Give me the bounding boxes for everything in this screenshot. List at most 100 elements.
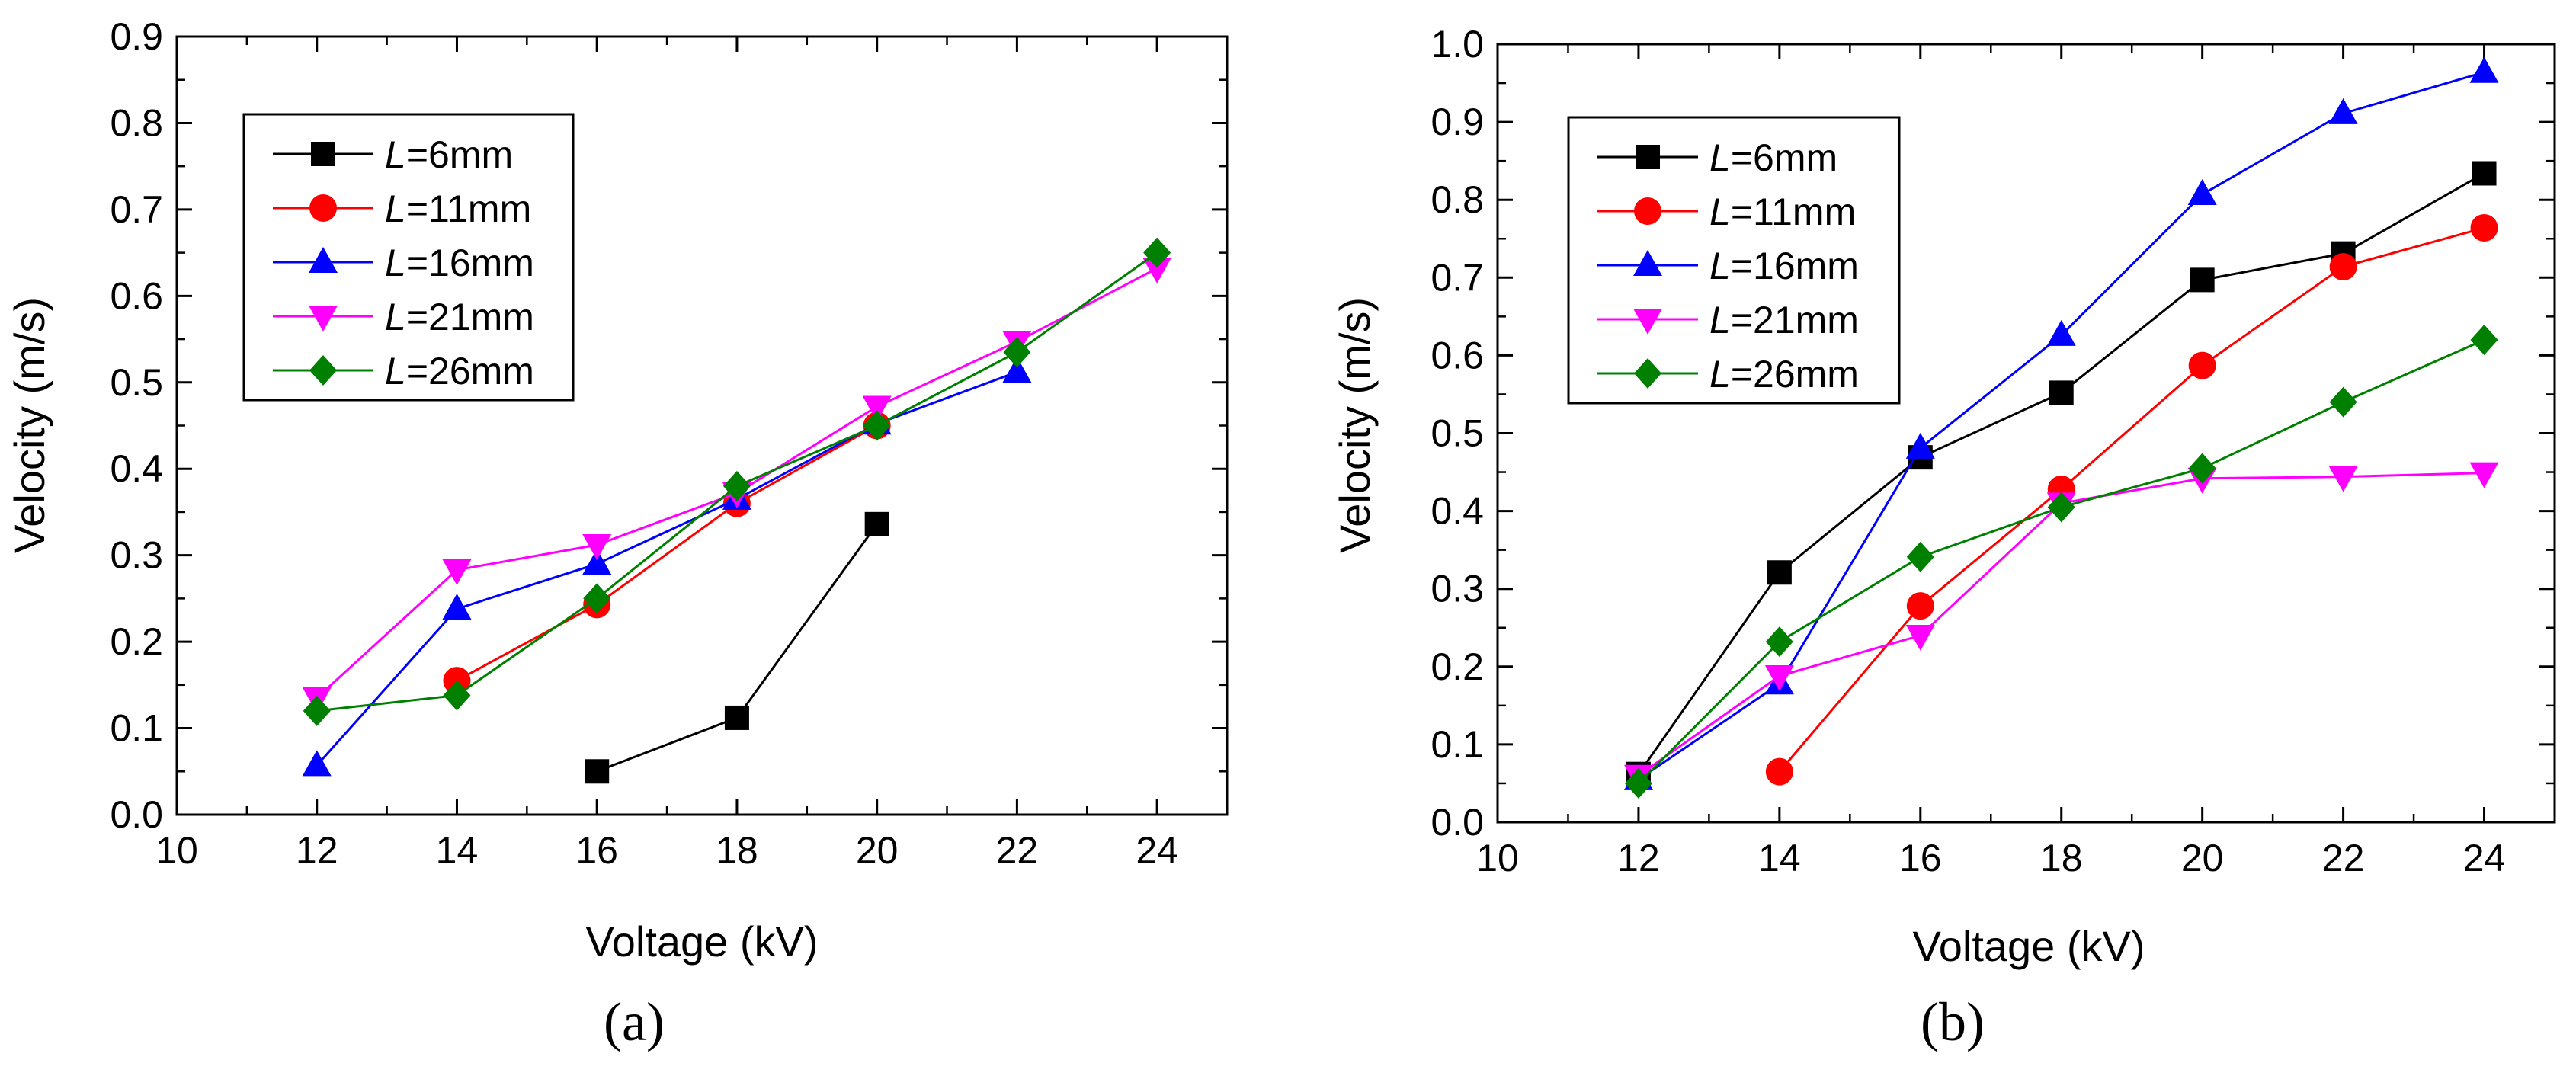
x-tick-label: 24: [1136, 829, 1178, 872]
data-point: [1906, 541, 1934, 572]
y-tick-label: 0.6: [1431, 334, 1484, 376]
legend-item: L=11mm: [273, 187, 531, 230]
series-l-11mm: [443, 412, 891, 695]
panel-b: 10 12 14 16 18 20 22 24 0.0 0.1 0.2 0.3 0.4 0.5 0.6 0.7…: [1331, 23, 2556, 1052]
data-point: [1906, 592, 1934, 620]
legend-label: L=11mm: [385, 187, 531, 230]
legend-box: [1567, 116, 1901, 405]
y-tick-label: 0.0: [1431, 801, 1484, 844]
data-point: [2328, 98, 2358, 124]
series-l-16mm: [302, 357, 1032, 777]
series-l-11mm: [1765, 213, 2498, 786]
data-point: [722, 470, 751, 501]
legend-label: L=16mm: [385, 242, 534, 284]
y-tick-label: 0.7: [1431, 256, 1484, 299]
y-tick-label: 0.7: [110, 188, 163, 231]
data-point: [2187, 179, 2217, 206]
x-tick-label: 24: [2463, 837, 2506, 879]
legend-variable: L: [1709, 191, 1731, 233]
legend-value: =21mm: [406, 296, 534, 338]
data-point: [583, 583, 611, 614]
x-tick-label: 14: [436, 829, 479, 872]
data-point: [1765, 757, 1793, 786]
data-point: [2188, 453, 2216, 484]
legend-marker: [309, 306, 338, 331]
y-tick-label: 0.8: [1431, 178, 1484, 221]
legend-value: =11mm: [1731, 191, 1856, 233]
data-point: [1142, 258, 1172, 284]
legend-item: L=21mm: [1597, 299, 1859, 341]
x-tick-label: 18: [2040, 837, 2083, 879]
y-tick-label: 0.4: [1431, 490, 1484, 533]
data-point: [2188, 351, 2216, 379]
data-point: [1624, 767, 1652, 799]
legend-value: =26mm: [1731, 353, 1859, 395]
data-point: [2047, 492, 2075, 523]
data-point: [1767, 560, 1792, 585]
legend-item: L=16mm: [273, 242, 534, 284]
legend-variable: L: [385, 350, 406, 392]
x-tick-label: 10: [1476, 837, 1519, 879]
legend-item: L=6mm: [273, 133, 513, 176]
data-point: [2472, 161, 2497, 186]
data-point: [2469, 56, 2499, 83]
data-point: [585, 759, 610, 784]
series-line: [316, 370, 1017, 767]
series-line: [596, 523, 878, 773]
x-axis-title: Voltage (kV): [1912, 922, 2145, 970]
x-tick-label: 18: [716, 829, 758, 872]
legend-label: L=6mm: [1709, 136, 1837, 179]
data-point: [582, 549, 612, 575]
x-tick-label: 10: [155, 829, 198, 872]
legend-marker: [1633, 250, 1662, 276]
data-point: [2190, 267, 2215, 293]
data-point: [1143, 237, 1171, 268]
legend-marker: [1634, 197, 1661, 225]
x-tick-label: 12: [296, 829, 338, 872]
data-point: [1002, 357, 1032, 383]
legend-label: L=21mm: [1709, 299, 1859, 341]
legend-value: =6mm: [406, 133, 513, 176]
x-tick-label: 22: [2322, 837, 2365, 879]
legend-variable: L: [1709, 245, 1731, 287]
legend-value: =6mm: [1731, 136, 1837, 179]
legend-marker: [1633, 309, 1662, 335]
x-tick-label: 16: [575, 829, 618, 872]
data-point: [1905, 624, 1935, 651]
panel-a: 10 12 14 16 18 20 22 24 0.0 0.1 0.2 0.3 0.4 0.5 0.6 0.7…: [5, 15, 1229, 1052]
data-point: [2470, 324, 2498, 355]
data-point: [1003, 337, 1031, 368]
y-tick-label: 0.5: [1431, 412, 1484, 455]
legend-item: L=26mm: [1597, 353, 1859, 395]
data-point: [864, 511, 889, 536]
legend-variable: L: [1709, 353, 1731, 395]
x-tick-label: 12: [1617, 837, 1660, 879]
series-l-6mm: [585, 511, 889, 784]
x-tick-label: 14: [1758, 837, 1801, 879]
y-tick-label: 0.9: [110, 15, 163, 58]
legend-marker: [309, 247, 338, 273]
legend-label: L=16mm: [1709, 245, 1859, 287]
legend-marker: [1634, 358, 1661, 389]
legend-variable: L: [1709, 299, 1731, 341]
data-point: [2046, 319, 2076, 346]
legend-marker: [311, 142, 335, 166]
y-tick-label: 0.8: [110, 101, 163, 144]
data-point: [442, 559, 472, 585]
legend-item: L=11mm: [1597, 191, 1856, 233]
data-point: [863, 410, 891, 441]
legend-box: [242, 113, 575, 402]
legend-variable: L: [1709, 136, 1731, 179]
data-point: [2049, 380, 2074, 405]
y-tick-label: 0.5: [110, 361, 163, 404]
data-point: [1765, 626, 1793, 658]
y-tick-label: 0.1: [110, 707, 163, 750]
y-tick-label: 0.4: [110, 447, 163, 490]
data-point: [2469, 462, 2499, 488]
x-axis-title: Voltage (kV): [585, 917, 818, 966]
data-point: [2328, 466, 2358, 492]
y-tick-label: 0.2: [110, 620, 163, 663]
data-point: [303, 695, 331, 726]
legend-item: L=21mm: [273, 296, 534, 338]
